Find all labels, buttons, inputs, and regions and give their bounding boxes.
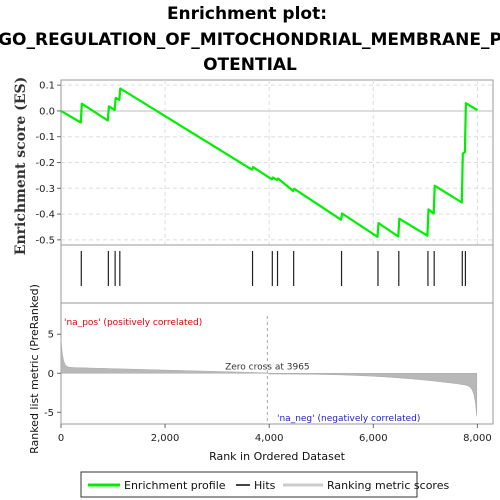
chart-title-line-1: Enrichment plot: [167, 4, 327, 24]
es-ytick-label: 0.0 [39, 106, 55, 117]
enrichment-profile-line [60, 87, 478, 238]
rank-ytick-label: -5 [44, 408, 54, 419]
ranking-metric-area [60, 339, 478, 417]
rank-ytick-label: 5 [48, 330, 54, 341]
rank-xtick-label: 6,000 [359, 433, 388, 444]
es-ylabel: Enrichment score (ES) [13, 77, 29, 255]
es-line-group [60, 87, 478, 238]
zero-cross-label: Zero cross at 3965 [225, 362, 310, 372]
rank-metric-area [60, 339, 478, 417]
es-ytick-label: -0.3 [35, 184, 55, 195]
rank-xtick-label: 0 [58, 433, 64, 444]
rank-xticks: 0 2,000 4,000 6,000 8,000 [58, 424, 492, 444]
legend: Enrichment profile Hits Ranking metric s… [80, 471, 449, 498]
rank-panel-frame [60, 302, 494, 425]
legend-frame [80, 471, 418, 498]
hits-lines [80, 251, 467, 286]
chart-title-line-2: GO_REGULATION_OF_MITOCHONDRIAL_MEMBRANE_… [0, 30, 500, 50]
es-yticks: 0.1 0.0 -0.1 -0.2 -0.3 -0.4 -0.5 [35, 81, 61, 246]
es-grid [61, 80, 493, 245]
es-ytick-label: -0.2 [35, 158, 55, 169]
chart-title-line-3: OTENTIAL [203, 55, 297, 75]
es-ytick-label: -0.1 [35, 132, 55, 143]
legend-label-ranking: Ranking metric scores [327, 479, 449, 492]
rank-xlabel: Rank in Ordered Dataset [209, 450, 346, 463]
rank-xtick-label: 4,000 [255, 433, 284, 444]
es-panel: 0.1 0.0 -0.1 -0.2 -0.3 -0.4 -0.5 [35, 79, 494, 246]
hits-panel [60, 244, 494, 304]
pos-label: 'na_pos' (positively correlated) [64, 318, 202, 328]
rank-xtick-label: 2,000 [151, 433, 180, 444]
rank-ytick-label: 0 [48, 369, 54, 380]
es-ytick-label: 0.1 [39, 81, 55, 92]
neg-label: 'na_neg' (negatively correlated) [277, 414, 420, 424]
legend-label-hits: Hits [254, 479, 276, 492]
es-ytick-label: -0.4 [35, 210, 55, 221]
rank-yticks: 5 0 -5 [44, 330, 61, 419]
rank-panel: 5 0 -5 0 2,000 4,000 6,000 8,000 Zero cross at… [44, 302, 494, 444]
rank-xtick-label: 8,000 [463, 433, 492, 444]
legend-label-enrichment: Enrichment profile [124, 479, 226, 492]
rank-ylabel: Ranked list metric (PreRanked) [28, 284, 41, 454]
es-ytick-label: -0.5 [35, 235, 55, 246]
